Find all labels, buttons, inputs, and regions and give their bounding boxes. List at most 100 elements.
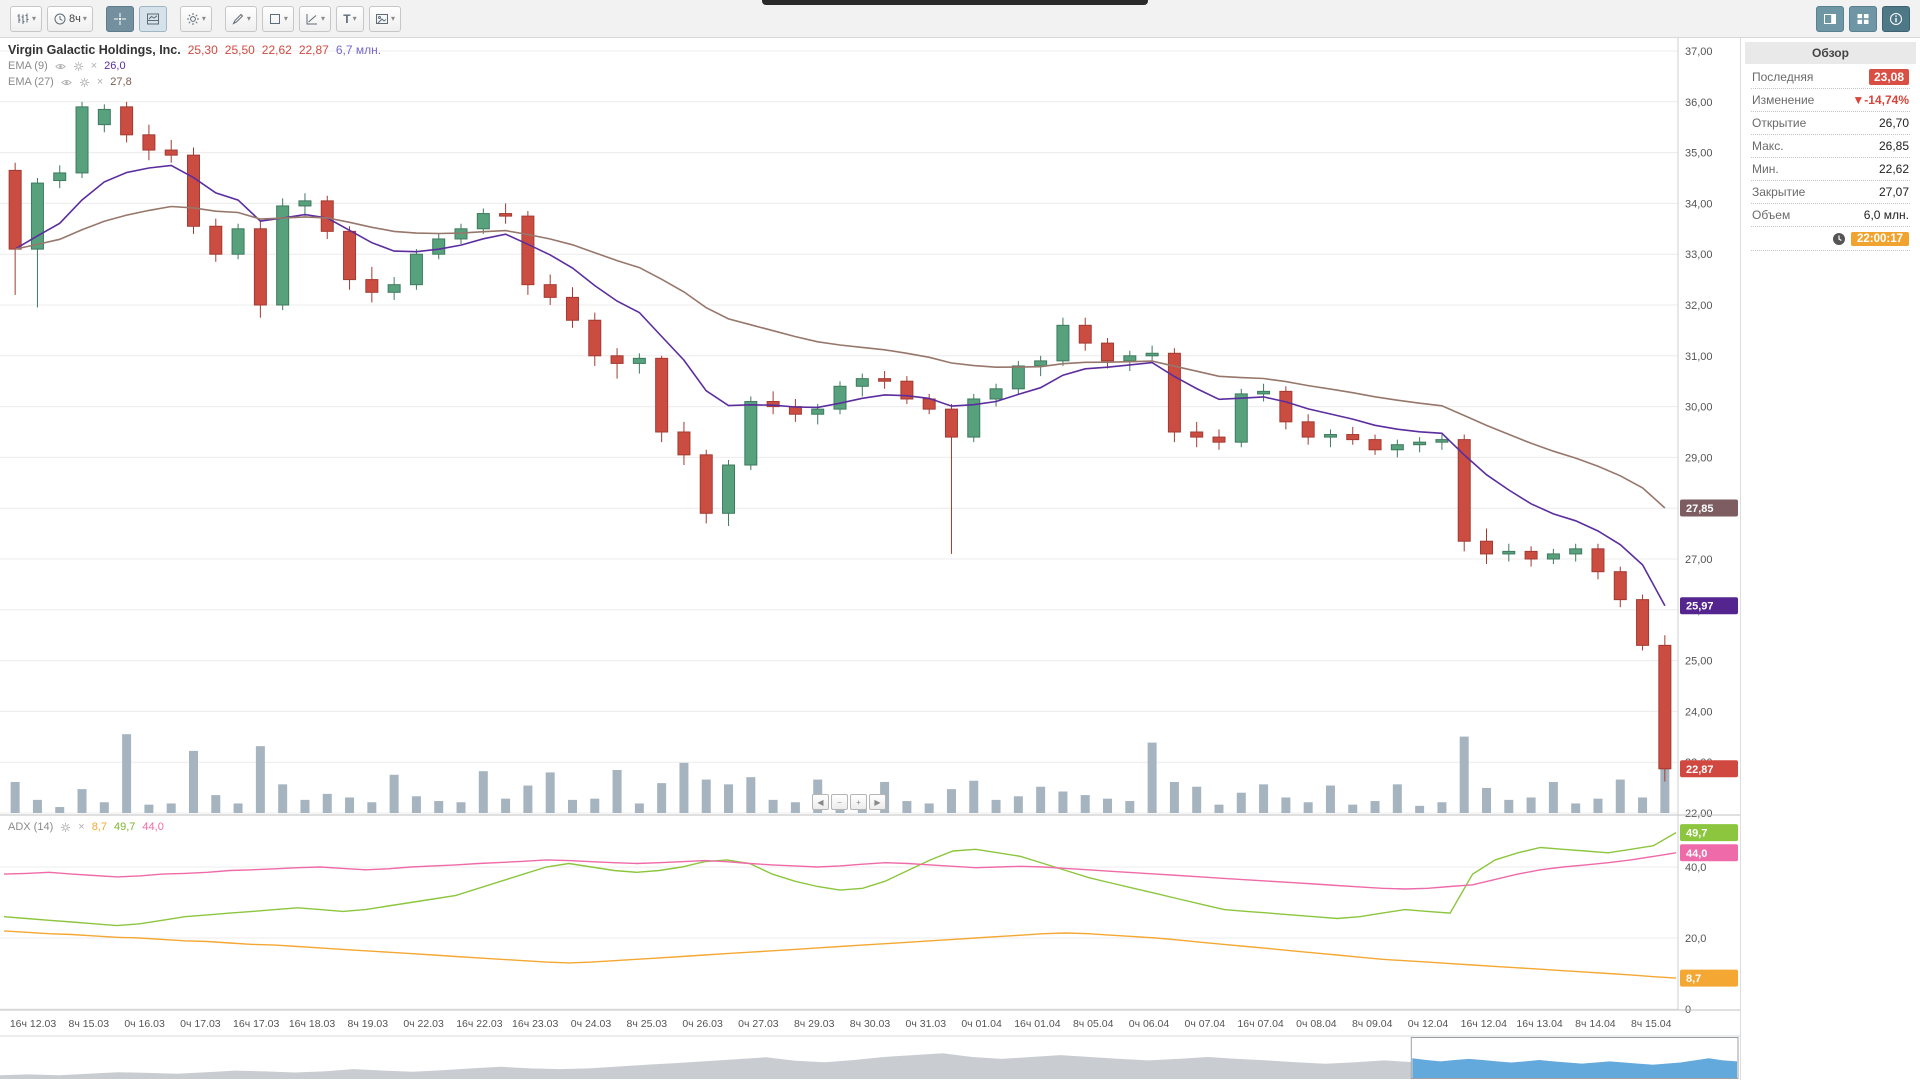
volume-bar <box>1615 779 1625 813</box>
gear-icon[interactable] <box>73 61 84 72</box>
draw-line-button[interactable]: ▾ <box>224 5 257 32</box>
candle-down <box>343 230 357 281</box>
volume-bar <box>946 789 956 813</box>
svg-text:8ч 15.03: 8ч 15.03 <box>69 1018 110 1030</box>
adx-line <box>3 831 1677 927</box>
candle-up <box>632 357 646 364</box>
svg-text:29,00: 29,00 <box>1685 452 1713 464</box>
candle-up <box>855 378 869 387</box>
scroll-right-button[interactable]: ▶ <box>869 794 886 810</box>
svg-text:8ч 29.03: 8ч 29.03 <box>794 1018 835 1030</box>
chart-type-button[interactable]: ▾ <box>10 5 43 32</box>
svg-text:8,7: 8,7 <box>1686 973 1701 985</box>
scroll-left-button[interactable]: ◀ <box>812 794 829 810</box>
zoom-out-button[interactable]: − <box>831 794 848 810</box>
svg-text:30,00: 30,00 <box>1685 402 1713 414</box>
svg-text:0ч 27.03: 0ч 27.03 <box>738 1018 779 1030</box>
close-icon[interactable]: × <box>96 76 104 88</box>
volume-bar <box>144 804 154 813</box>
svg-text:16ч 18.03: 16ч 18.03 <box>289 1018 336 1030</box>
row-label: Открытие <box>1752 116 1807 130</box>
svg-text:8ч 05.04: 8ч 05.04 <box>1073 1018 1114 1030</box>
price-chart-canvas[interactable]: 22,0023,0024,0025,0026,0027,0028,0029,00… <box>0 38 1740 1080</box>
shapes-button[interactable]: ▾ <box>261 5 294 32</box>
chart-nav-buttons: ◀ − + ▶ <box>812 794 886 810</box>
candle-down <box>1346 434 1360 441</box>
overview-row-open: Открытие 26,70 <box>1751 112 1910 135</box>
volume-bar <box>612 770 622 813</box>
trend-tools-button[interactable]: ▾ <box>298 5 331 32</box>
symbol-name: Virgin Galactic Holdings, Inc. <box>8 43 181 57</box>
candle-down <box>878 378 892 382</box>
eye-icon[interactable] <box>61 77 72 88</box>
panel-layout-button[interactable] <box>138 5 167 32</box>
layout-grid-button[interactable] <box>1849 5 1877 32</box>
pencil-icon <box>232 13 244 25</box>
ohlc-close: 22,87 <box>298 43 329 57</box>
side-panel-toggle-button[interactable] <box>1816 5 1844 32</box>
sun-icon <box>186 12 199 25</box>
panel-right-icon <box>1824 13 1836 24</box>
image-tool-button[interactable]: ▾ <box>368 5 401 32</box>
volume-bar <box>991 799 1001 813</box>
adx-label: ADX (14) <box>8 821 54 833</box>
candle-down <box>499 213 513 217</box>
ema-line <box>14 205 1666 509</box>
volume-bar <box>790 802 800 813</box>
zoom-in-button[interactable]: + <box>850 794 867 810</box>
eye-icon[interactable] <box>54 61 66 72</box>
gear-icon[interactable] <box>79 77 90 88</box>
volume-bar <box>1281 797 1291 813</box>
svg-text:8ч 14.04: 8ч 14.04 <box>1575 1018 1616 1030</box>
trendline-icon <box>306 13 317 24</box>
volume-bar <box>255 746 265 813</box>
close-icon[interactable]: × <box>78 821 85 833</box>
candle-down <box>1167 352 1181 433</box>
volume-bar <box>300 799 310 813</box>
candle-down <box>1636 599 1650 646</box>
gear-icon[interactable] <box>60 822 71 833</box>
candle-up <box>1034 360 1048 367</box>
overview-title: Обзор <box>1745 42 1916 64</box>
price-badge <box>1680 824 1738 842</box>
volume-bar <box>1482 787 1492 813</box>
chart-panel-icon <box>146 13 159 24</box>
candle-up <box>231 228 245 255</box>
svg-text:25,97: 25,97 <box>1686 601 1714 613</box>
volume-bar <box>32 799 42 813</box>
svg-text:22,00: 22,00 <box>1685 808 1713 820</box>
indicators-button[interactable]: ▾ <box>179 5 212 32</box>
volume-bar <box>1236 792 1246 813</box>
volume-bar <box>1013 796 1023 813</box>
volume-bar <box>233 803 243 813</box>
candle-up <box>833 385 847 410</box>
candle-up <box>1546 553 1560 560</box>
candle-down <box>588 319 602 357</box>
svg-text:20,0: 20,0 <box>1685 933 1706 945</box>
svg-text:27,85: 27,85 <box>1686 503 1714 515</box>
volume-bar <box>1415 805 1425 813</box>
svg-text:8ч 30.03: 8ч 30.03 <box>850 1018 891 1030</box>
candle-up <box>298 200 312 207</box>
price-badge <box>1680 844 1738 862</box>
candle-down <box>253 228 267 306</box>
candle-up <box>53 172 67 182</box>
svg-text:35,00: 35,00 <box>1685 148 1713 160</box>
candle-down <box>1101 342 1115 362</box>
info-button[interactable] <box>1882 5 1910 32</box>
candle-up <box>1502 550 1516 555</box>
text-tool-button[interactable]: T ▾ <box>335 5 364 32</box>
close-icon[interactable]: × <box>90 60 98 72</box>
svg-text:0ч 26.03: 0ч 26.03 <box>682 1018 723 1030</box>
svg-text:0ч 16.03: 0ч 16.03 <box>124 1018 165 1030</box>
svg-text:8ч 25.03: 8ч 25.03 <box>627 1018 668 1030</box>
timeframe-button[interactable]: 8ч ▾ <box>47 5 93 32</box>
crosshair-button[interactable] <box>105 5 134 32</box>
svg-text:16ч 22.03: 16ч 22.03 <box>456 1018 503 1030</box>
chart-area[interactable]: 22,0023,0024,0025,0026,0027,0028,0029,00… <box>0 38 1740 1080</box>
volume-bar <box>188 750 198 813</box>
candle-down <box>1613 571 1627 601</box>
session-timer: 22:00:17 <box>1850 231 1909 246</box>
grid-icon <box>1857 13 1869 24</box>
candle-down <box>1279 390 1293 423</box>
